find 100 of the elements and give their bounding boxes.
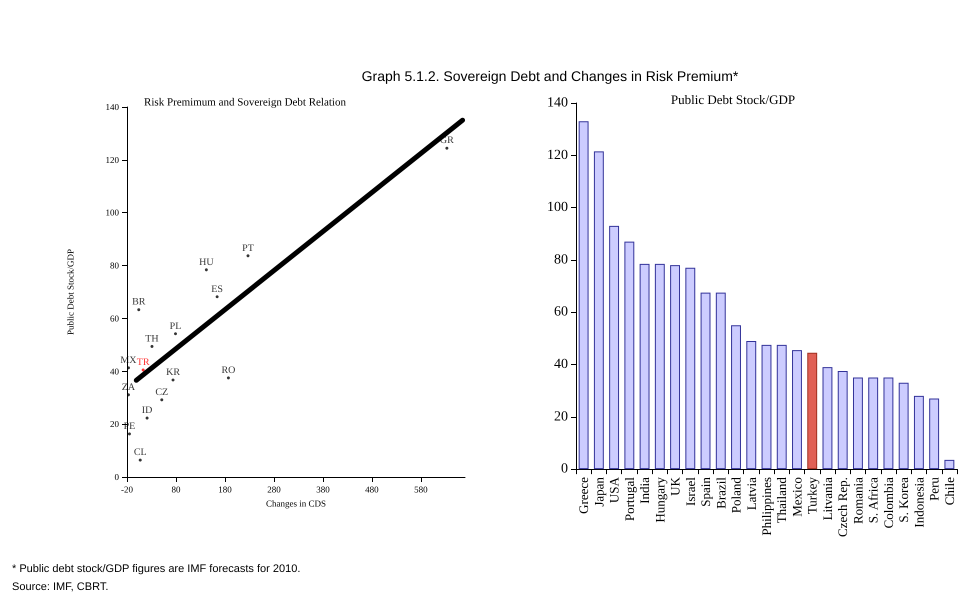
text: * Public debt stock/GDP figures are IMF forecasts for 2010. (12, 562, 300, 577)
x-tick-label: Litvania (820, 476, 835, 520)
data-label: TR (136, 356, 150, 368)
data-label: PL (170, 320, 182, 332)
x-tick-label: Israel (682, 476, 698, 506)
data-label: RO (221, 364, 236, 376)
bar (731, 325, 741, 470)
y-tick-label: 140 (106, 102, 120, 112)
x-tick-label: Philippines (759, 477, 774, 536)
data-label: ID (142, 405, 152, 416)
point (138, 458, 142, 462)
y-tick-label: 20 (110, 419, 120, 430)
y-tick-label: 40 (110, 366, 120, 376)
x-tick-label: Poland (728, 476, 744, 514)
bar (868, 378, 878, 470)
bar (914, 396, 924, 470)
bar (624, 242, 634, 470)
bar (822, 367, 832, 470)
x-tick-label: Turkey (804, 476, 820, 514)
x-tick-label: Portugal (622, 476, 637, 522)
x-tick-label: -20 (121, 484, 134, 494)
x-tick-label: Colombia (880, 476, 896, 528)
x-tick-label: Hungary (652, 476, 668, 523)
y-tick-label: 80 (554, 252, 568, 268)
bar (776, 344, 787, 470)
y-tick-label: 120 (106, 154, 120, 165)
chart-title: Public Debt Stock/GDP (670, 92, 796, 107)
x-tick-label: Spain (698, 476, 714, 507)
source-note: Source: IMF, CBRT. (12, 580, 110, 595)
x-tick-label: Greece (576, 476, 592, 514)
y-tick-label: 0 (114, 472, 120, 482)
bar (883, 378, 894, 470)
bar (654, 264, 665, 470)
x-tick-label: 580 (414, 484, 428, 494)
x-axis-title: Changes in CDS (266, 498, 326, 508)
bar (838, 371, 848, 470)
x-tick-label: Brazil (713, 476, 728, 509)
bar (807, 352, 818, 470)
point (226, 376, 230, 380)
y-tick-label: 60 (110, 313, 120, 324)
x-tick-label: 80 (171, 484, 181, 494)
x-tick-label: Mexico (789, 477, 804, 517)
point (146, 416, 149, 420)
point (172, 378, 175, 382)
y-tick-label: 120 (547, 148, 568, 163)
bar (852, 378, 863, 470)
data-label: CZ (155, 386, 168, 398)
data-label: CL (134, 447, 147, 458)
x-tick-label: USA (606, 476, 622, 504)
point (128, 432, 131, 436)
point (150, 344, 154, 348)
chart-subtitle: Risk Premimum and Sovereign Debt Relation (144, 96, 346, 108)
x-tick-label: India (637, 476, 652, 504)
x-tick-label: Romania (850, 476, 866, 524)
x-tick-label: Czech Rep. (835, 477, 850, 537)
data-label: TH (145, 333, 159, 344)
x-tick-label: Thailand (774, 476, 790, 524)
bar (685, 268, 696, 470)
point (445, 146, 448, 150)
data-label: KR (166, 367, 180, 378)
x-tick-label: 480 (365, 484, 380, 494)
y-tick-label: 140 (547, 96, 568, 110)
bar (792, 350, 802, 470)
x-tick-label: Chile (942, 476, 957, 506)
x-tick-label: 280 (267, 484, 282, 494)
y-axis-title: Public Debt Stock/GDP (66, 248, 76, 336)
data-label: ES (211, 284, 223, 295)
point (137, 308, 140, 312)
point (204, 268, 208, 272)
bar (746, 340, 756, 470)
bar (578, 121, 589, 470)
data-label: PT (242, 242, 254, 254)
x-tick-label: 380 (316, 484, 330, 494)
bar (594, 151, 604, 470)
x-tick-label: S. Africa (866, 476, 881, 524)
x-tick-label: Peru (926, 476, 942, 501)
bar (609, 226, 620, 470)
data-label: BR (132, 296, 146, 308)
data-label: HU (199, 256, 214, 268)
bar (640, 264, 650, 470)
x-tick-label: Japan (591, 476, 606, 507)
x-tick-label: UK (668, 476, 683, 496)
bar (929, 398, 940, 470)
x-tick-label: 180 (218, 484, 232, 494)
text: Graph 5.1.2. Sovereign Debt and Changes in Risk Premium* (360, 68, 740, 84)
bar (670, 265, 680, 470)
x-tick-label: Latvia (744, 476, 759, 510)
y-tick-label: 40 (554, 356, 568, 372)
point (142, 368, 145, 372)
bar (944, 460, 954, 470)
y-tick-label: 100 (106, 208, 120, 218)
x-tick-label: S. Korea (896, 476, 912, 523)
bar (700, 292, 710, 470)
point (174, 332, 177, 336)
x-tick-label: Indonesia (911, 476, 926, 528)
point (246, 254, 250, 258)
bar (716, 292, 726, 470)
y-tick-label: 80 (110, 260, 120, 271)
y-tick-label: 60 (554, 304, 568, 320)
y-tick-label: 0 (561, 462, 568, 477)
